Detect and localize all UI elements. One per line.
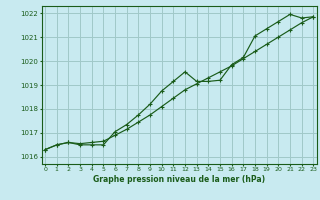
X-axis label: Graphe pression niveau de la mer (hPa): Graphe pression niveau de la mer (hPa) bbox=[93, 175, 265, 184]
